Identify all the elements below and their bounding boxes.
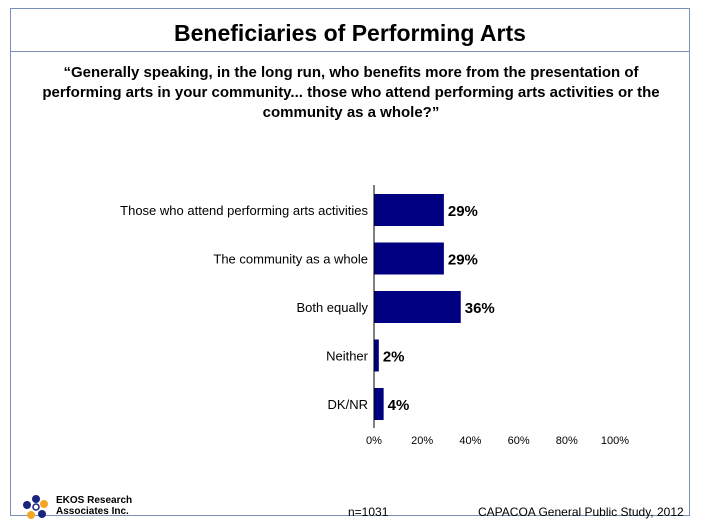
logo-line-2: Associates Inc. bbox=[56, 506, 129, 517]
bar-2 bbox=[374, 291, 461, 323]
slide-border bbox=[10, 8, 690, 516]
x-tick-label-1: 20% bbox=[411, 435, 433, 447]
category-label-4: DK/NR bbox=[328, 397, 368, 412]
bars-group bbox=[374, 194, 461, 420]
value-labels-group: 29% 29% 36% 2% 4% bbox=[383, 203, 495, 414]
ekos-logo-icon bbox=[23, 495, 48, 519]
category-labels-group: Those who attend performing arts activit… bbox=[120, 203, 369, 412]
logo-line-1: EKOS Research bbox=[56, 495, 133, 506]
category-label-3: Neither bbox=[326, 349, 369, 364]
bar-0 bbox=[374, 194, 444, 226]
source-note: CAPACOA General Public Study, 2012 bbox=[478, 505, 684, 519]
x-tick-label-3: 60% bbox=[508, 435, 530, 447]
value-label-4: 4% bbox=[388, 397, 410, 414]
bar-1 bbox=[374, 242, 444, 275]
tick-labels-group: 0% 20% 40% 60% 80% 100% bbox=[366, 435, 629, 447]
title-band: Beneficiaries of Performing Arts bbox=[10, 8, 690, 52]
category-label-0: Those who attend performing arts activit… bbox=[120, 203, 368, 218]
x-tick-label-2: 40% bbox=[459, 435, 481, 447]
logo-text: EKOS Research Associates Inc. bbox=[56, 495, 132, 517]
page-title: Beneficiaries of Performing Arts bbox=[174, 20, 526, 46]
x-tick-label-4: 80% bbox=[556, 435, 578, 447]
value-label-2: 36% bbox=[465, 300, 495, 317]
category-label-1: The community as a whole bbox=[213, 252, 368, 267]
survey-question: “Generally speaking, in the long run, wh… bbox=[42, 64, 660, 121]
sample-size: n=1031 bbox=[348, 505, 389, 519]
x-tick-label-0: 0% bbox=[366, 435, 382, 447]
x-tick-label-5: 100% bbox=[601, 435, 629, 447]
bar-4 bbox=[374, 388, 384, 420]
bar-3 bbox=[374, 339, 379, 372]
value-label-3: 2% bbox=[383, 349, 405, 366]
value-label-1: 29% bbox=[448, 252, 478, 269]
value-label-0: 29% bbox=[448, 203, 478, 220]
category-label-2: Both equally bbox=[296, 300, 368, 315]
